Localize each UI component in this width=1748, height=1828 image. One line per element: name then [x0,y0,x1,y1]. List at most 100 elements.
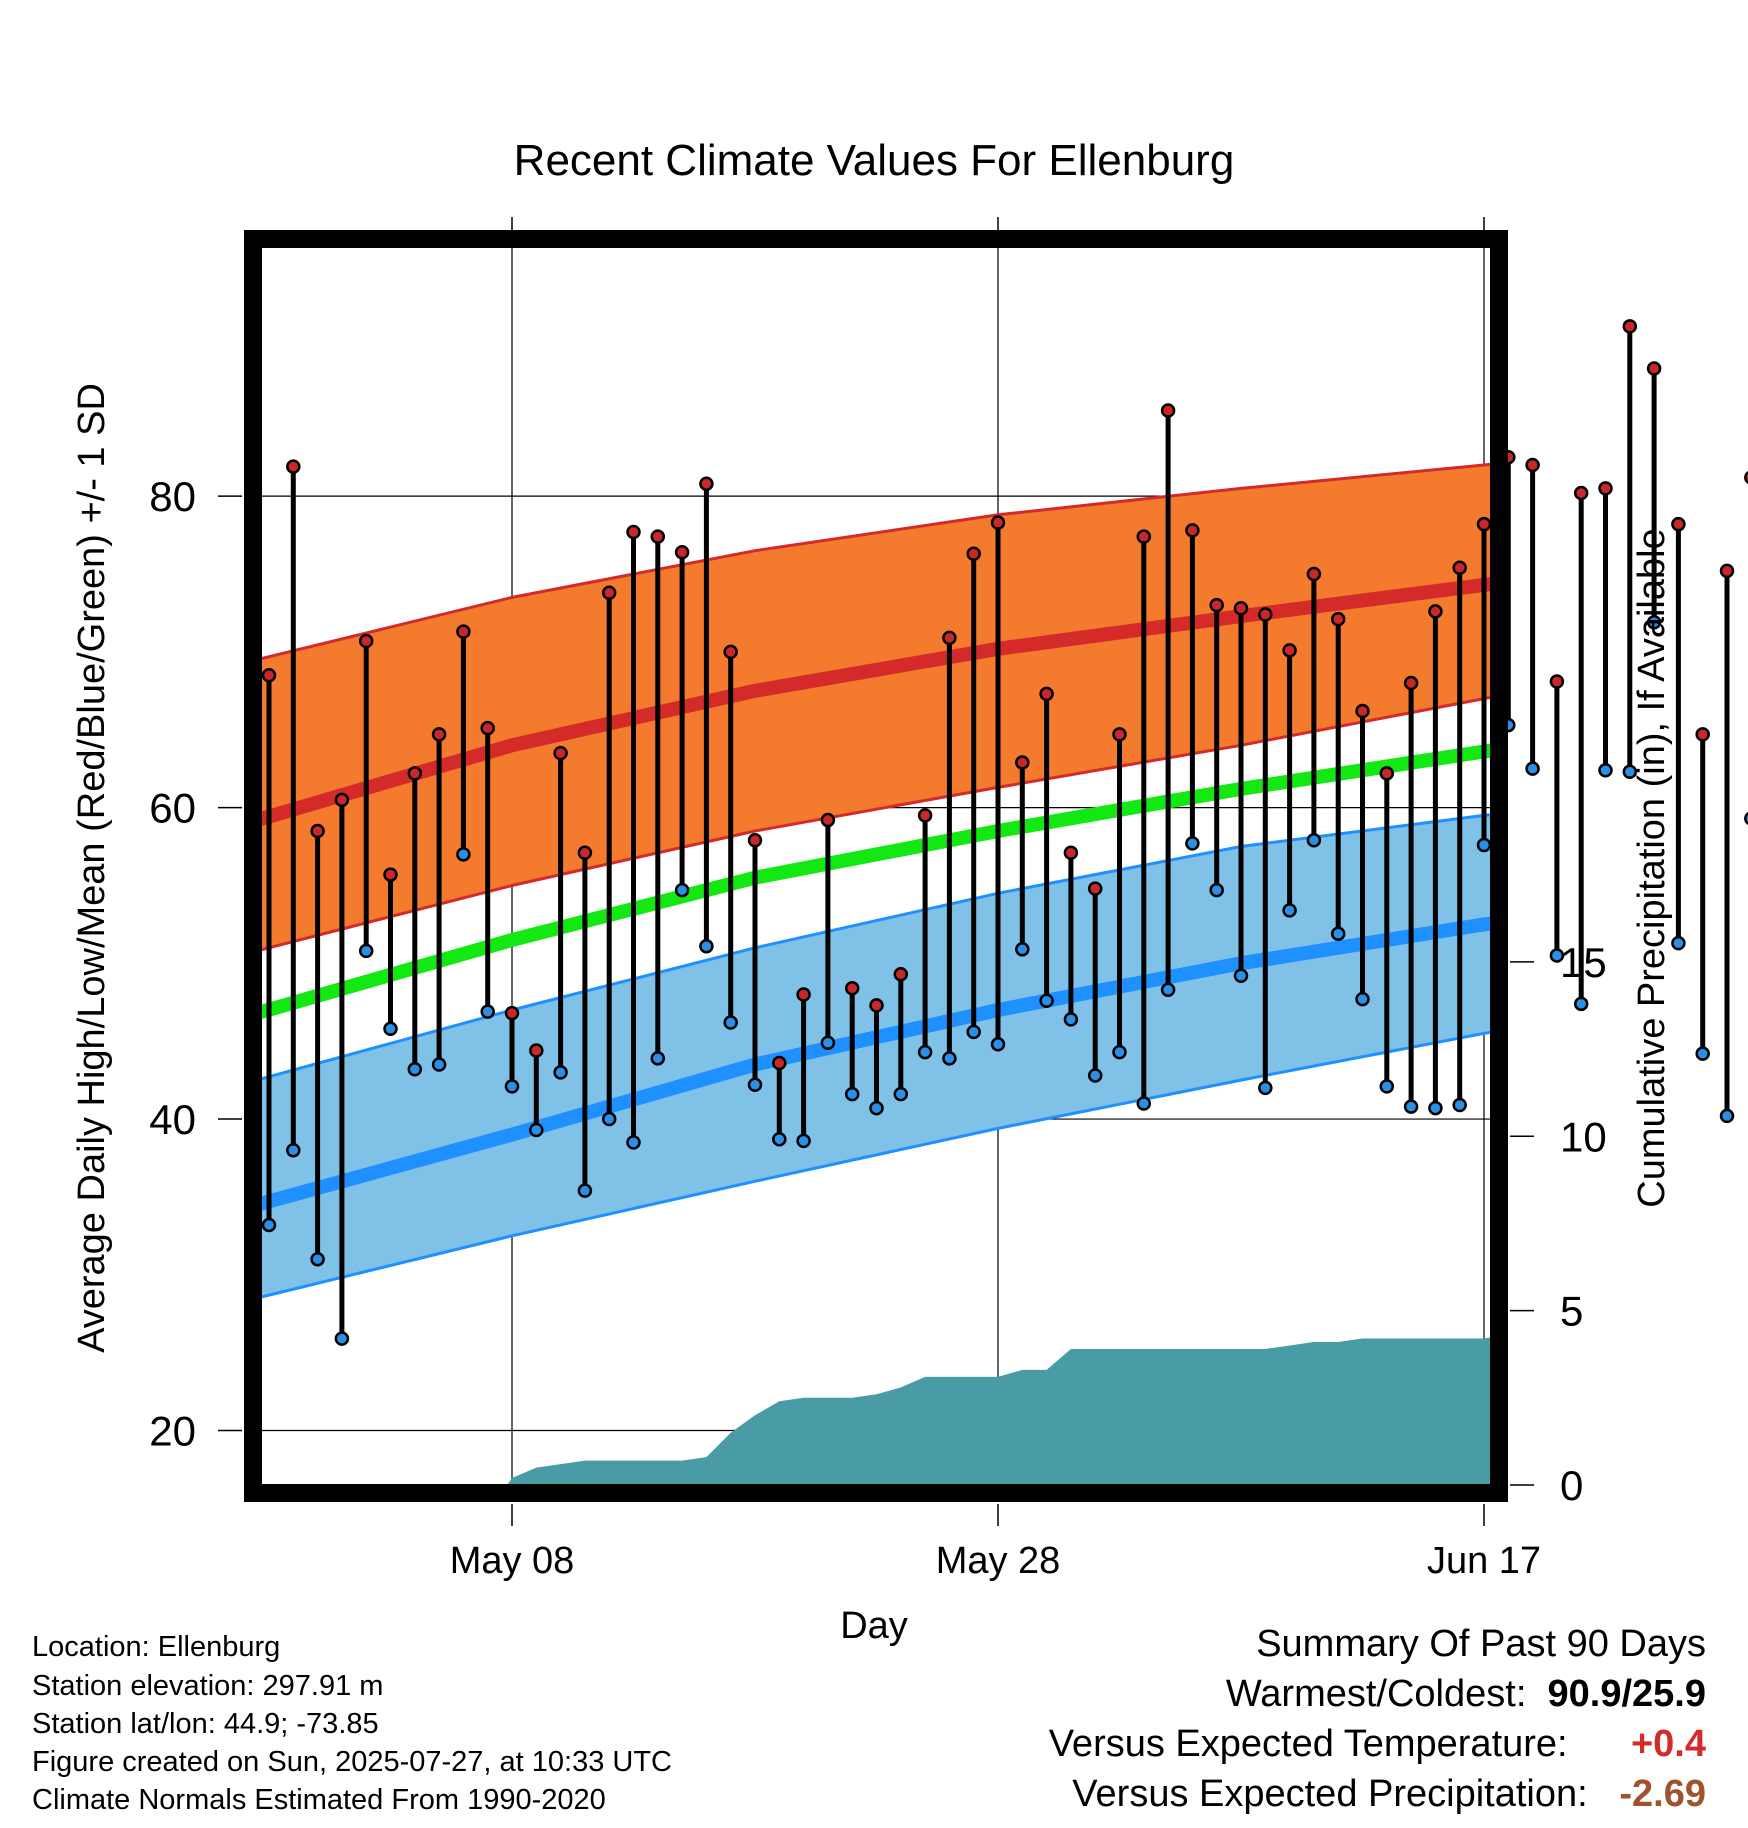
day-low-point [772,1132,787,1147]
day-high-point [1476,516,1492,532]
day-mark [529,1043,544,1138]
day-high-point [650,529,666,544]
day-high-point [747,833,763,848]
day-high-point [1112,727,1127,742]
low-sd-band-area-lower-edge [261,1030,1491,1299]
day-mark [480,720,495,1019]
y2-tick-label: 15 [1560,939,1607,986]
day-mark [1015,755,1030,957]
day-low-point [1598,762,1613,778]
x-tick-label: May 08 [450,1540,575,1582]
day-mark [869,998,884,1116]
day-mark [334,792,350,1346]
day-low-point [1695,1046,1710,1061]
latlon-text: Station lat/lon: 44.9; -73.85 [32,1708,379,1740]
day-low-point [577,1183,593,1198]
y-tick-label: 60 [149,785,196,832]
day-mark [601,585,617,1127]
day-mark [1476,516,1492,853]
day-high-point [1185,523,1200,538]
high-sd-band-area [261,464,1491,950]
day-low-point [1622,764,1638,780]
day-mark [796,987,811,1149]
day-high-point [820,812,836,828]
day-low-point [917,1044,933,1060]
temp-value: +0.4 [1630,1723,1706,1765]
low-sd-band-area-upper-edge [261,813,1491,1081]
day-mark [1646,361,1662,630]
day-mark [990,515,1006,1052]
day-low-point [820,1035,836,1050]
day-high-point [942,630,957,646]
day-mark [1355,703,1370,1007]
day-low-point [1428,1100,1443,1116]
day-high-point [1622,319,1638,334]
day-low-point [1476,837,1492,853]
day-high-point [699,476,714,491]
day-high-point [1646,361,1662,376]
day-mark [966,546,981,1040]
day-high-point [917,808,933,823]
day-mark [1452,560,1467,1113]
day-mark [1695,727,1710,1061]
day-high-point [1087,881,1103,896]
day-high-point [1136,529,1152,544]
day-mark [674,544,690,898]
day-high-point [310,823,325,839]
day-high-point [1015,755,1030,770]
x-tick-label: May 28 [936,1540,1061,1582]
day-mark [1063,845,1079,1027]
day-mark [699,476,714,954]
high-sd-band [261,462,1491,952]
high-sd-band-area-upper-edge [261,462,1491,661]
day-low-point [601,1111,617,1127]
location-text: Location: Ellenburg [32,1631,281,1663]
day-mark [723,644,738,1030]
day-mark [893,966,909,1102]
day-high-point [334,792,350,808]
summary-title: Summary Of Past 90 Days [1256,1623,1706,1665]
day-mark [286,459,301,1158]
day-high-point [383,867,398,882]
day-high-point [723,644,738,660]
day-high-point [529,1043,544,1058]
daily-values [261,319,1748,1346]
day-mark [1258,607,1273,1096]
day-low-point [1185,836,1200,851]
day-mark [1087,881,1103,1083]
day-low-point [1379,1079,1395,1094]
day-mark [1160,403,1176,998]
day-mark [431,727,447,1072]
day-mark [1719,563,1735,1124]
day-high-point [1452,560,1467,576]
day-low-point [1087,1068,1103,1083]
y-tick-label: 80 [149,473,196,520]
day-high-point [626,524,641,540]
day-low-point [1330,926,1346,941]
day-mark [1136,529,1152,1111]
day-low-point [1209,882,1224,898]
day-mark [1744,471,1748,825]
y2-tick-label: 5 [1560,1288,1583,1335]
day-high-point [431,727,447,742]
day-mark [1671,516,1686,951]
high-sd-band-area-lower-edge [261,695,1491,952]
day-mark [310,823,325,1267]
day-mark [844,980,860,1102]
precip-label: Versus Expected Precipitation: [1072,1773,1588,1815]
day-mark [626,524,641,1150]
day-high-point [844,980,860,996]
day-mark [772,1055,787,1147]
y2-axis-label: Cumulative Precipitation (in), If Availa… [1631,528,1673,1207]
day-low-point [699,938,714,954]
day-mark [1209,597,1224,898]
day-high-point [1258,607,1273,622]
day-mark [1112,727,1127,1060]
day-high-point [1160,403,1176,418]
day-low-point [1015,942,1030,957]
day-high-point [553,745,568,761]
day-high-point [1573,485,1589,501]
day-high-point [796,987,811,1002]
